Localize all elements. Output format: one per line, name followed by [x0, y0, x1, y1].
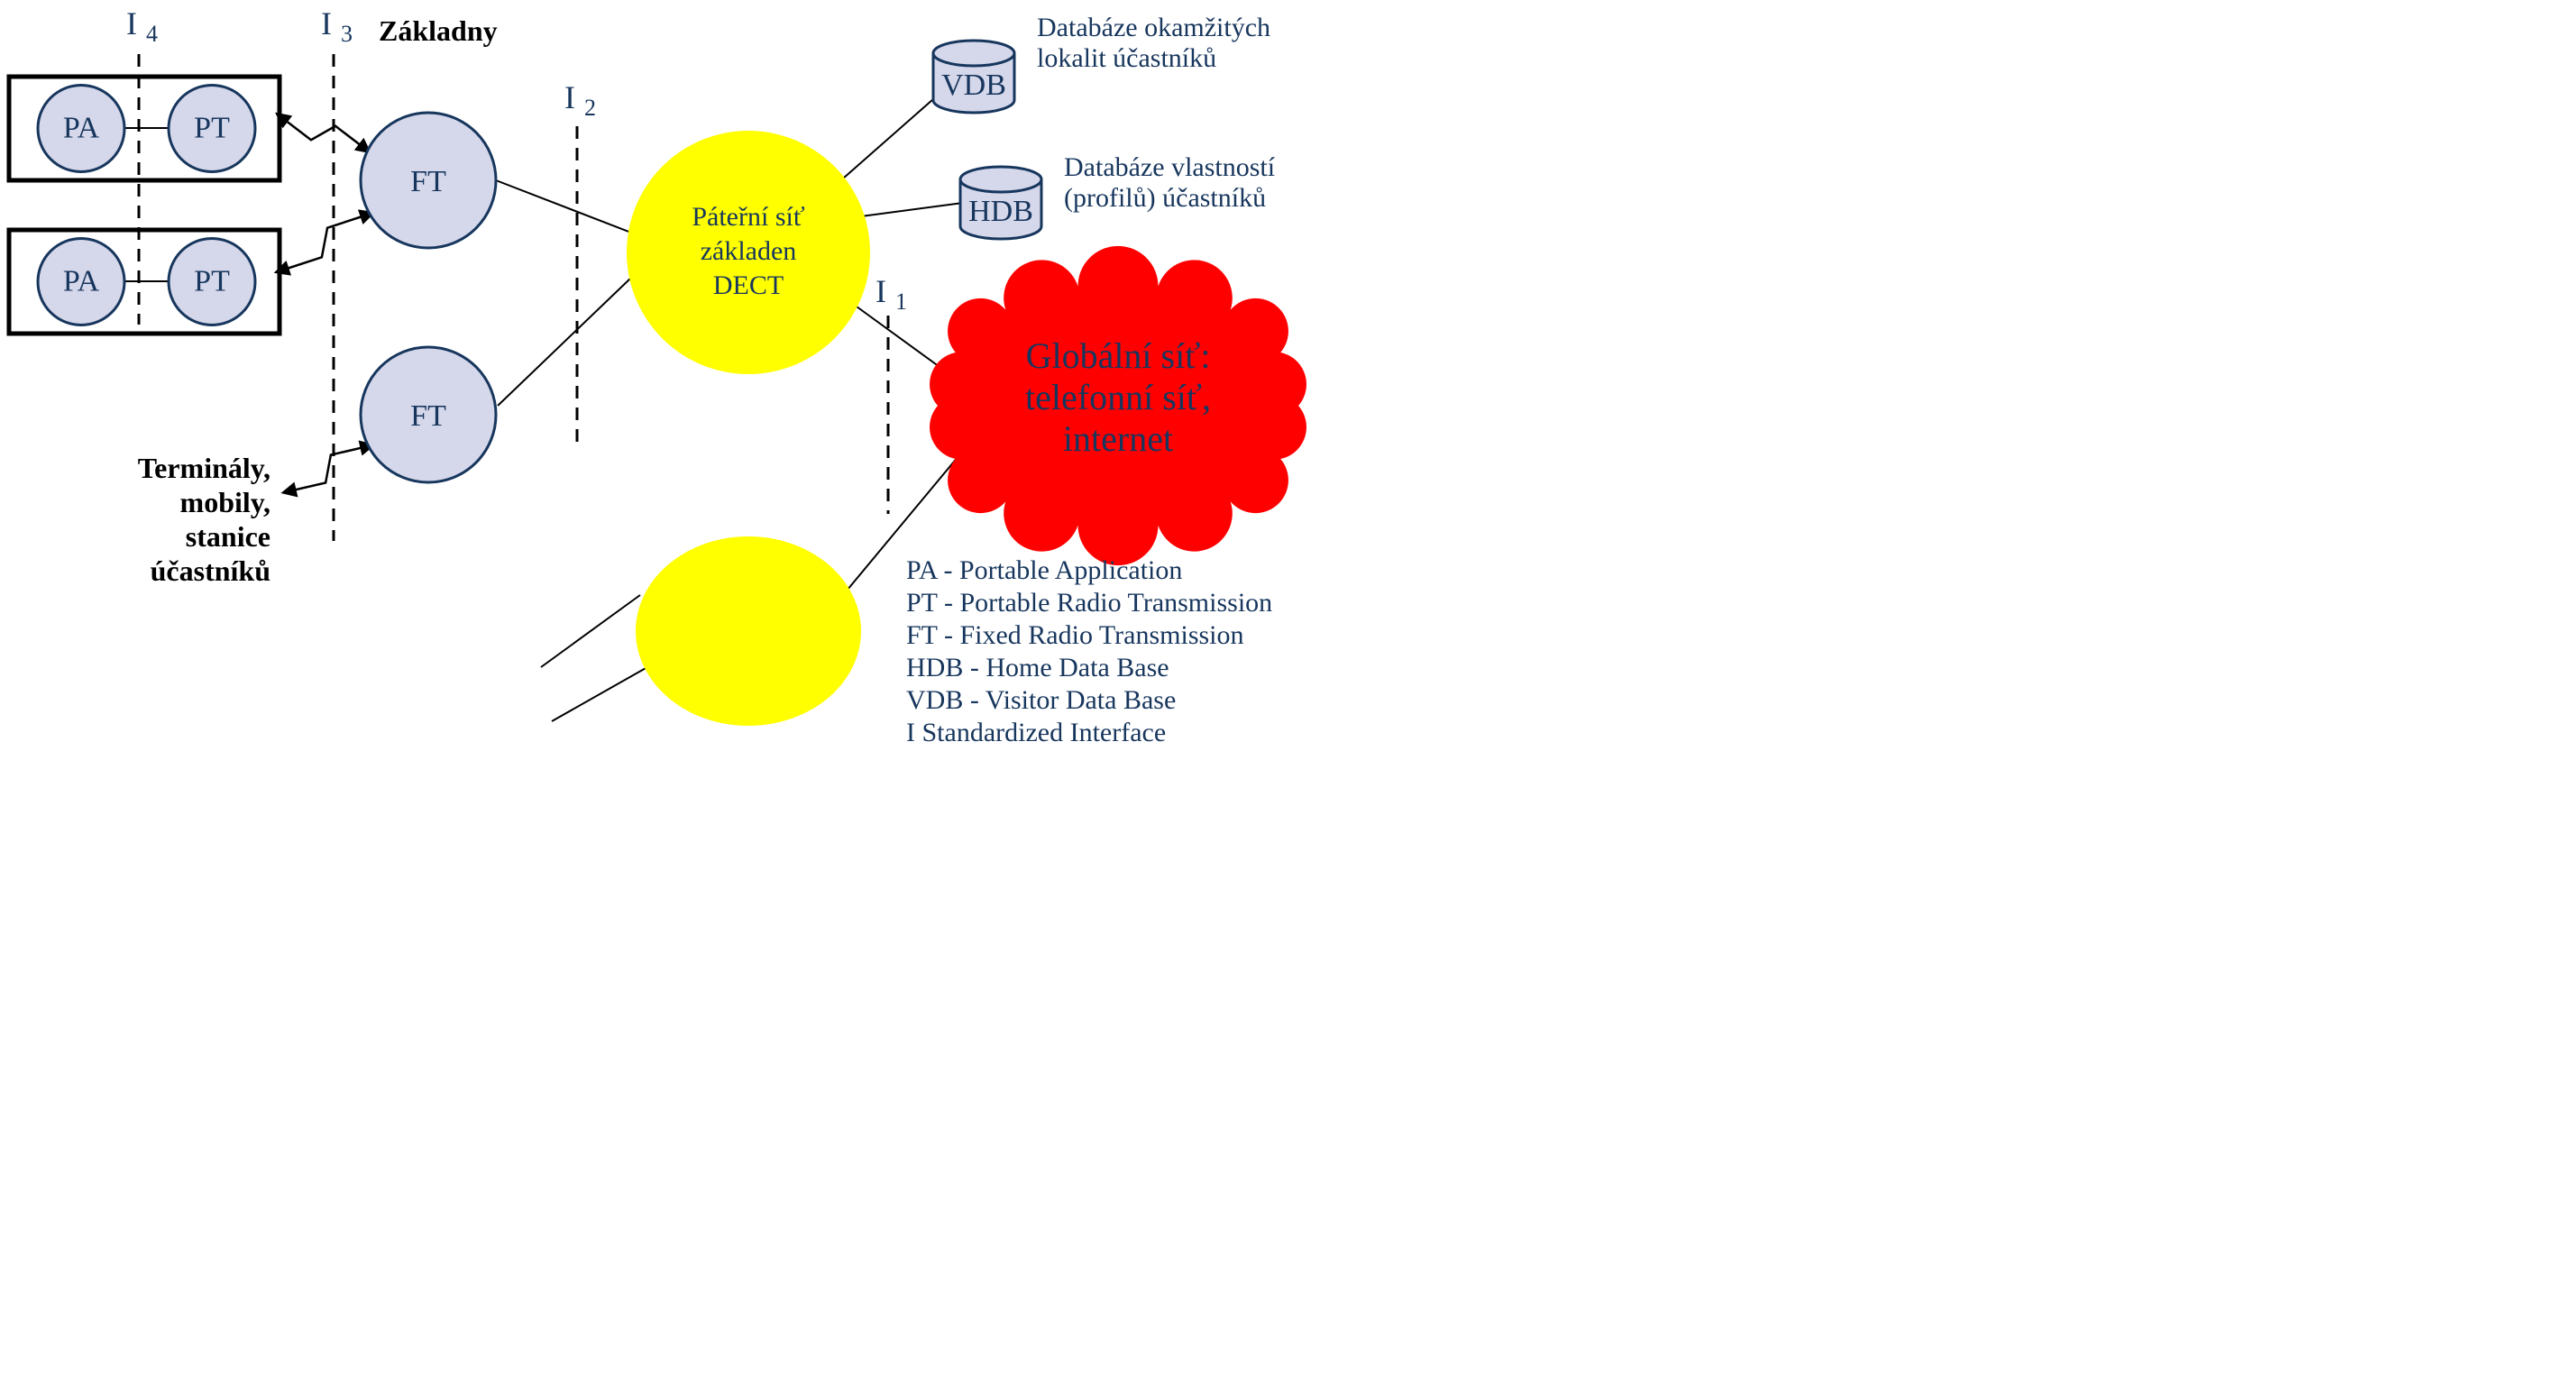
interface-label-i4: I [126, 5, 137, 41]
legend-item: PT - Portable Radio Transmission [906, 588, 1272, 618]
radio-link [281, 117, 365, 149]
pt-label: PT [194, 111, 230, 144]
legend-item: HDB - Home Data Base [906, 653, 1169, 682]
dect-network-diagram: Páteřní síť základen DECT Globální síť:tele… [0, 0, 1383, 743]
backbone-label: Páteřní síť [692, 202, 804, 232]
edge [843, 99, 933, 179]
cloud-label: Globální síť: [1026, 335, 1211, 376]
hdb-desc: Databáze vlastností [1064, 152, 1276, 182]
vdb-label: VDB [941, 69, 1006, 102]
interface-sub-i4: 4 [146, 21, 158, 47]
hdb-label: HDB [968, 195, 1033, 228]
pa-label: PA [63, 264, 100, 298]
hdb-cylinder-top [960, 167, 1041, 192]
vdb-desc: lokalit účastníků [1037, 43, 1216, 73]
ft-label: FT [410, 399, 446, 433]
legend-item: VDB - Visitor Data Base [906, 685, 1176, 715]
edge [552, 667, 647, 721]
radio-link [289, 446, 368, 491]
vdb-desc: Databáze okamžitých [1037, 13, 1270, 42]
backbone-label: DECT [713, 270, 784, 300]
edge [496, 180, 631, 233]
legend-item: FT - Fixed Radio Transmission [906, 620, 1244, 650]
legend-item: PA - Portable Application [906, 555, 1182, 585]
edge [541, 595, 640, 667]
pa-label: PA [63, 111, 100, 144]
interface-label-i1: I [875, 273, 886, 309]
title-terminals: mobily, [180, 486, 270, 518]
radio-link [281, 215, 368, 270]
edge [861, 203, 963, 216]
title-terminals: Terminály, [138, 452, 270, 484]
ft-label: FT [410, 165, 446, 198]
pt-label: PT [194, 264, 230, 298]
interface-label-i3: I [321, 5, 332, 41]
backbone-network-2 [636, 536, 861, 726]
edge [498, 278, 631, 406]
cloud-label: telefonní síť, [1025, 377, 1211, 417]
title-terminals: stanice [186, 520, 270, 553]
interface-sub-i3: 3 [341, 21, 353, 47]
backbone-label: základen [701, 236, 797, 266]
title-zakladny: Základny [379, 14, 498, 47]
hdb-desc: (profilů) účastníků [1064, 183, 1266, 213]
title-terminals: účastníků [151, 554, 270, 587]
vdb-cylinder-top [933, 41, 1014, 66]
interface-sub-i1: 1 [895, 289, 907, 315]
legend-item: I Standardized Interface [906, 718, 1166, 743]
interface-sub-i2: 2 [584, 95, 596, 121]
cloud-label: internet [1063, 418, 1173, 459]
interface-label-i2: I [564, 79, 575, 115]
